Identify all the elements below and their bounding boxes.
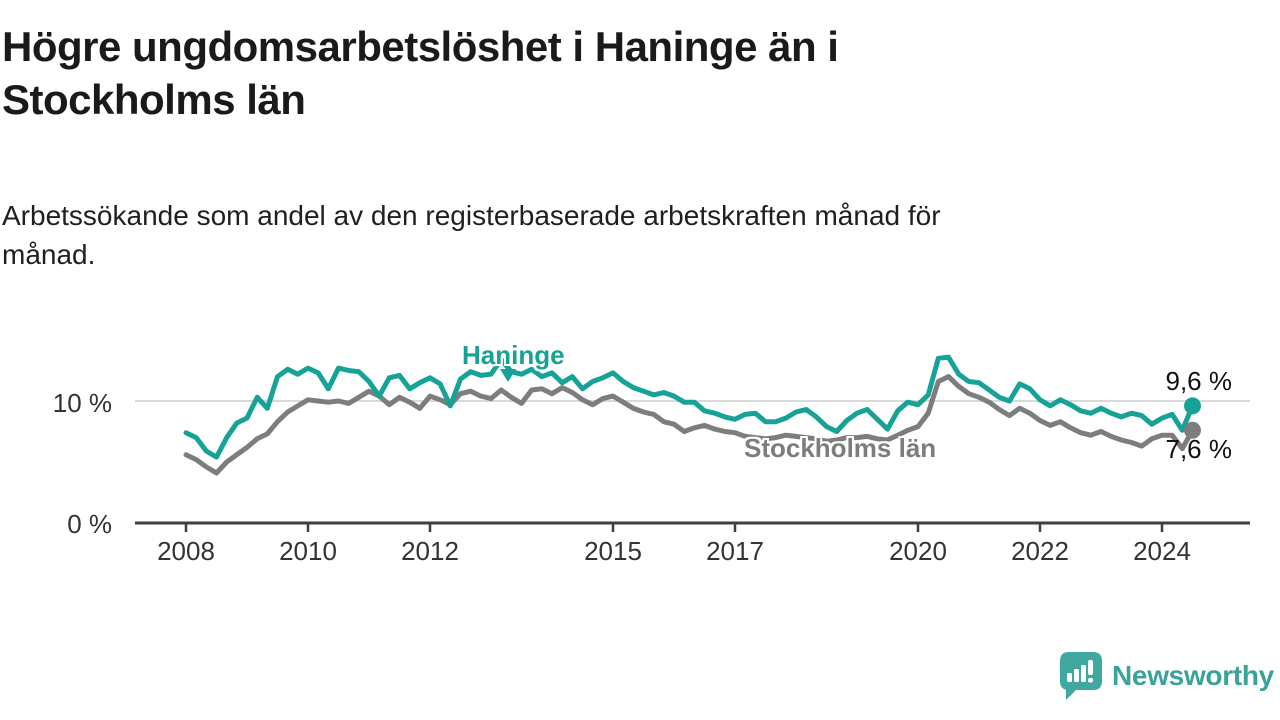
y-tick-label-10: 10 % [52, 388, 112, 418]
x-tick-label: 2008 [157, 536, 215, 566]
end-value-stockholm: 7,6 % [1165, 434, 1233, 464]
x-tick-label: 2020 [889, 536, 947, 566]
page-title: Högre ungdomsarbetslöshet i Haninge än i… [2, 23, 839, 123]
x-tick-label: 2024 [1133, 536, 1191, 566]
x-tick-label: 2022 [1011, 536, 1069, 566]
y-tick-label-0: 0 % [67, 509, 112, 539]
haninge-pointer-arrow-icon [500, 369, 516, 382]
newsworthy-logo-text: Newsworthy [1112, 660, 1274, 691]
series-label-stockholm: Stockholms län [744, 433, 937, 463]
series-label-haninge: Haninge [462, 340, 565, 370]
newsworthy-logo: Newsworthy [1056, 650, 1274, 702]
x-tick-label: 2012 [401, 536, 459, 566]
newsworthy-logo-icon [1060, 652, 1102, 700]
end-value-haninge: 9,6 % [1165, 366, 1233, 396]
page-subtitle: Arbetssökande som andel av den registerb… [2, 200, 941, 270]
x-tick-label: 2010 [279, 536, 337, 566]
x-tick-label: 2017 [706, 536, 764, 566]
x-tick-label: 2015 [584, 536, 642, 566]
